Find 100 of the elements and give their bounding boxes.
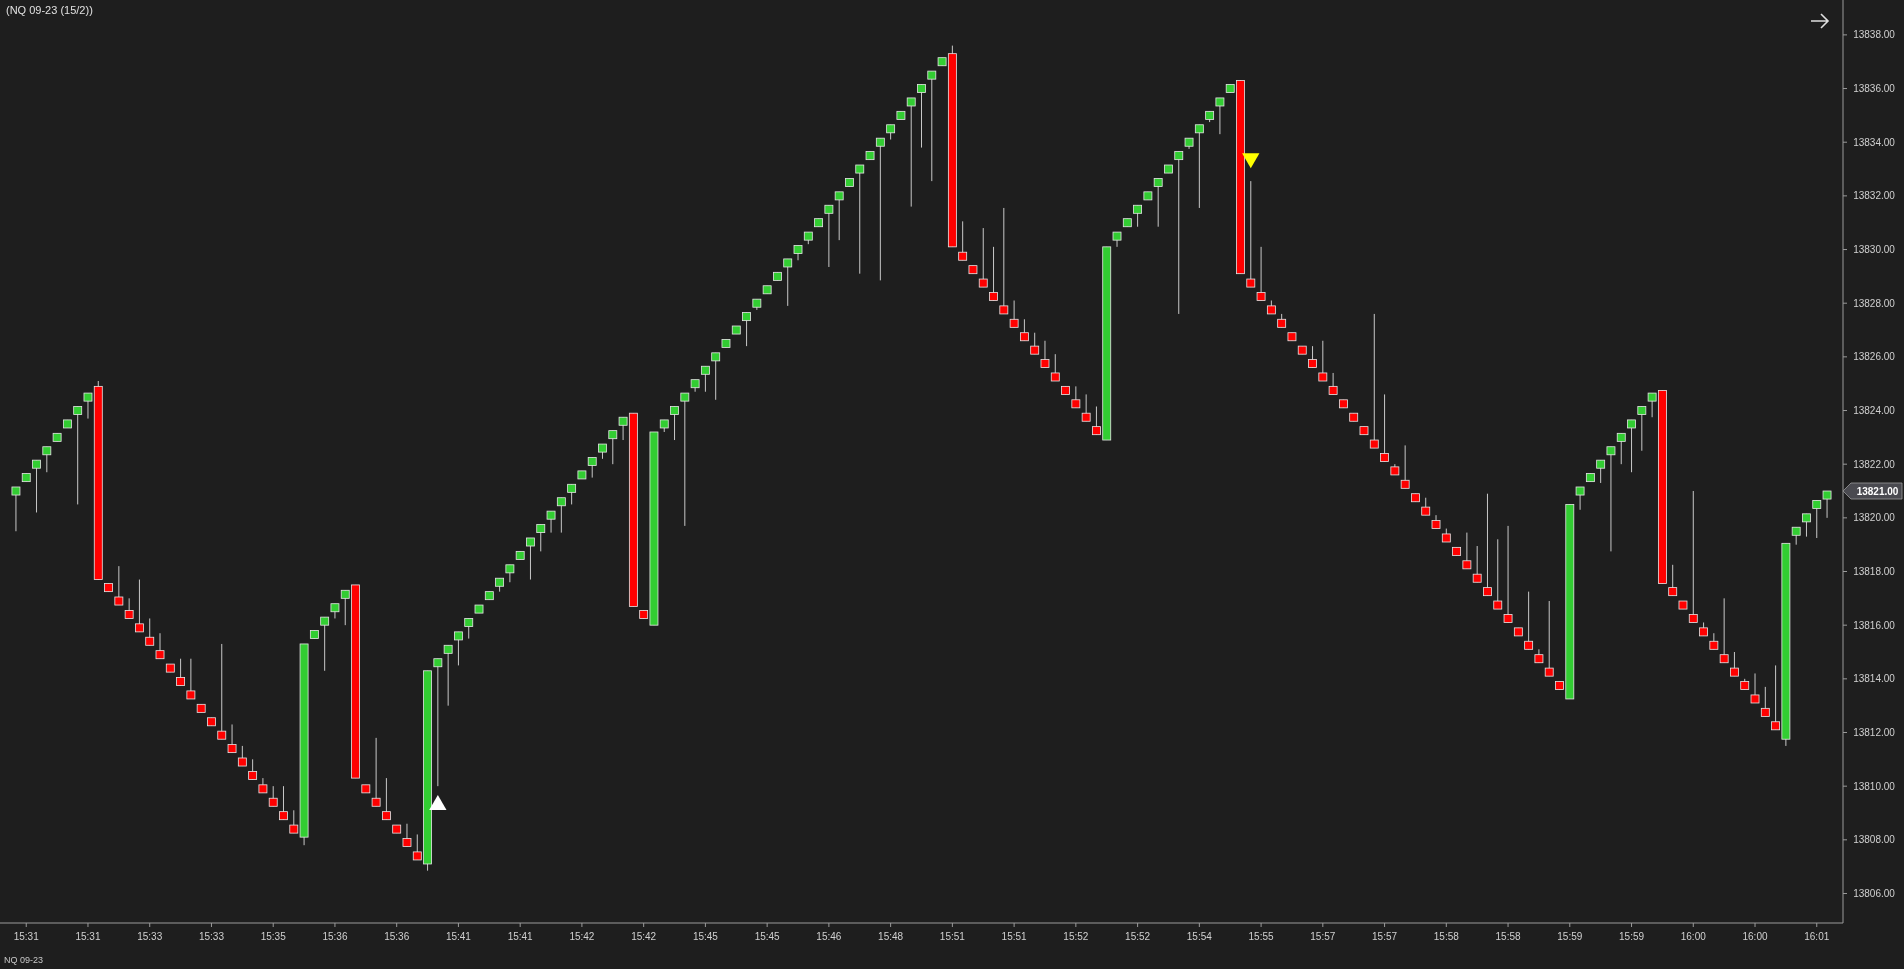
candlestick — [556, 497, 566, 534]
x-tick-label: 15:59 — [1619, 931, 1645, 942]
candlestick — [1318, 340, 1328, 382]
candlestick — [1524, 591, 1534, 650]
candlestick — [906, 97, 916, 208]
y-tick-label: 13838.00 — [1853, 29, 1896, 41]
candlestick — [464, 617, 474, 640]
candlestick — [1544, 600, 1554, 677]
candlestick — [145, 617, 155, 646]
candlestick — [237, 745, 247, 767]
y-tick-label: 13818.00 — [1853, 566, 1896, 578]
candlestick — [1802, 513, 1811, 538]
candlestick — [1719, 597, 1729, 664]
candlestick — [1730, 651, 1739, 677]
candlestick — [1256, 246, 1266, 302]
candlestick — [742, 312, 751, 347]
candlestick — [1400, 444, 1410, 489]
candlestick — [381, 777, 391, 821]
x-tick-label: 15:51 — [939, 931, 966, 942]
candlestick — [1606, 446, 1616, 552]
x-tick-label: 15:33 — [137, 931, 163, 942]
candlestick — [1668, 564, 1678, 597]
y-tick-label: 13816.00 — [1853, 619, 1896, 631]
candlestick — [1153, 177, 1163, 228]
x-tick-label: 15:52 — [1063, 931, 1089, 942]
x-tick-label: 15:52 — [1125, 931, 1151, 942]
candlestick — [1133, 204, 1143, 228]
candlestick — [536, 524, 546, 552]
x-tick-label: 15:58 — [1495, 931, 1521, 942]
y-tick-label: 13808.00 — [1853, 834, 1896, 846]
candlestick — [32, 459, 41, 513]
candlestick — [711, 352, 721, 401]
candlestick — [248, 758, 258, 780]
candlestick — [1194, 124, 1204, 209]
candlestick — [608, 430, 618, 465]
candlestick — [670, 406, 679, 441]
y-tick-label: 13806.00 — [1853, 887, 1896, 899]
candlestick — [700, 365, 710, 393]
y-tick-label: 13828.00 — [1853, 297, 1896, 309]
candlestick — [454, 631, 463, 666]
candlestick — [834, 191, 844, 241]
candlestick — [783, 258, 793, 307]
x-tick-label: 15:31 — [75, 931, 101, 942]
candlestick — [1812, 499, 1822, 539]
candlestick — [1616, 432, 1626, 465]
candlestick — [1380, 393, 1389, 462]
candlestick — [268, 785, 278, 807]
candlestick — [1030, 332, 1040, 355]
candlestick — [443, 644, 453, 707]
candlestick — [999, 207, 1009, 315]
candlestick — [1081, 393, 1091, 422]
candlestick — [1493, 538, 1503, 610]
candlestick — [958, 220, 968, 261]
candlestick — [978, 227, 988, 288]
y-tick-label: 13812.00 — [1853, 727, 1896, 738]
x-tick-label: 15:55 — [1248, 931, 1275, 942]
candlestick — [855, 164, 865, 275]
candlestick — [824, 204, 834, 268]
y-tick-label: 13824.00 — [1853, 405, 1896, 417]
candlestick — [73, 406, 83, 505]
candlestick — [1050, 353, 1060, 382]
x-tick-label: 15:33 — [198, 931, 225, 942]
x-tick-label: 15:41 — [445, 931, 472, 942]
candlestick — [1308, 345, 1317, 369]
candlestick — [567, 483, 577, 505]
candlestick — [927, 70, 937, 182]
candlestick — [186, 658, 196, 700]
candlestick — [875, 137, 885, 281]
y-tick-label: 13832.00 — [1853, 190, 1896, 202]
candlestick — [680, 392, 690, 527]
candlestick — [1246, 180, 1256, 288]
candlestick — [155, 632, 165, 660]
candlestick — [546, 510, 556, 534]
candlestick — [124, 597, 134, 619]
candlestick — [1071, 385, 1081, 409]
candlestick — [433, 658, 443, 787]
candlestick — [1627, 419, 1636, 473]
candlestick — [1688, 490, 1698, 623]
candlestick — [1009, 300, 1019, 328]
candlestick — [176, 658, 186, 687]
y-tick-label: 13834.00 — [1853, 136, 1896, 148]
candlestick — [320, 616, 330, 672]
x-tick-label: 15:57 — [1372, 931, 1398, 942]
candlestick — [1040, 340, 1050, 369]
candlestick — [279, 785, 288, 821]
candlestick — [1369, 313, 1379, 449]
candlestick — [1637, 406, 1647, 452]
candlestick — [1709, 632, 1719, 650]
candlestick — [1596, 459, 1606, 484]
x-tick-label: 16:01 — [1804, 931, 1830, 942]
candlestick — [227, 723, 237, 754]
x-tick-label: 15:36 — [384, 931, 410, 942]
x-tick-label: 15:57 — [1310, 931, 1336, 942]
x-tick-label: 15:45 — [692, 931, 719, 942]
y-tick-label: 13830.00 — [1853, 244, 1896, 256]
x-tick-label: 15:58 — [1433, 931, 1460, 942]
candlestick — [505, 564, 515, 583]
candlestick — [1472, 545, 1482, 583]
x-tick-label: 15:46 — [816, 931, 842, 942]
x-tick-label: 15:41 — [507, 931, 534, 942]
